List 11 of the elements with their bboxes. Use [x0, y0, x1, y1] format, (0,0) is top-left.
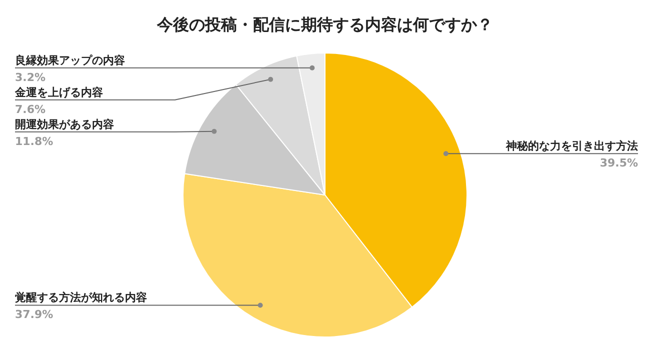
slice-label: 金運を上げる内容: [14, 86, 103, 99]
data-label: 37.9%: [15, 308, 54, 322]
slice-label: 神秘的な力を引き出す方法: [505, 140, 638, 153]
data-label: 7.6%: [15, 102, 46, 116]
slice-label: 覚醒する方法が知れる内容: [15, 291, 147, 304]
data-label: 3.2%: [15, 70, 46, 84]
data-label: 39.5%: [600, 156, 638, 170]
chart-title: 今後の投稿・配信に期待する内容は何ですか？: [156, 15, 493, 34]
data-label: 11.8%: [15, 134, 54, 148]
slice-label: 開運効果がある内容: [15, 118, 114, 131]
slice-label: 良縁効果アップの内容: [15, 54, 125, 67]
